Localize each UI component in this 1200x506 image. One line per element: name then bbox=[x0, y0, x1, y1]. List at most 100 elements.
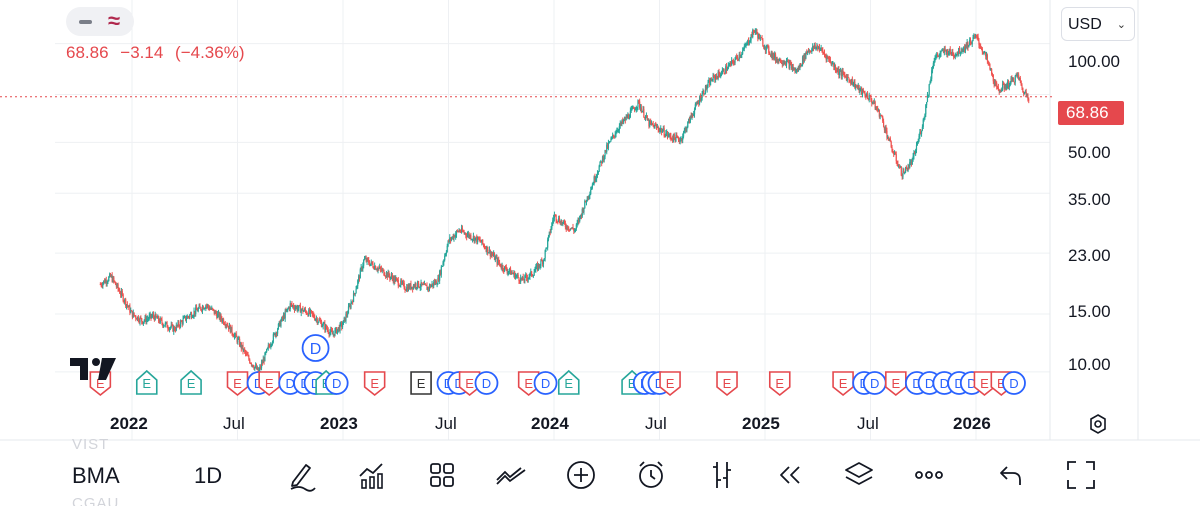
chart-type-icon[interactable] bbox=[705, 458, 739, 492]
candle-body bbox=[730, 62, 732, 65]
event-marker-label: E bbox=[465, 376, 474, 391]
candle-body bbox=[859, 88, 861, 92]
object-tree-icon[interactable] bbox=[842, 458, 876, 492]
candle-body bbox=[706, 86, 708, 90]
candle-body bbox=[563, 220, 565, 223]
candle-body bbox=[636, 106, 638, 109]
candle-body bbox=[514, 275, 517, 279]
candle-body bbox=[411, 286, 413, 289]
candle-body bbox=[631, 108, 633, 110]
earnings-event-marker: E bbox=[226, 371, 249, 397]
y-tick-label: 100.00 bbox=[1068, 52, 1120, 71]
candle-body bbox=[846, 77, 848, 81]
candle-body bbox=[487, 252, 490, 254]
candle-body bbox=[652, 124, 654, 126]
symbol-button[interactable]: BMA bbox=[72, 463, 120, 488]
earnings-event-marker: E bbox=[832, 371, 854, 397]
candle-body bbox=[228, 325, 231, 330]
candle-body bbox=[284, 310, 286, 319]
candle-body bbox=[240, 343, 242, 349]
candle-body bbox=[714, 75, 716, 80]
candle-body bbox=[561, 221, 563, 224]
candle-body bbox=[536, 264, 538, 267]
replay-icon[interactable] bbox=[773, 458, 807, 492]
more-icon[interactable] bbox=[912, 458, 946, 492]
candle-body bbox=[986, 55, 988, 61]
candle-body bbox=[732, 60, 734, 63]
interval-button[interactable]: 1D bbox=[194, 463, 223, 488]
x-tick-label: Jul bbox=[223, 414, 245, 433]
candle-body bbox=[807, 51, 810, 53]
candle-body bbox=[298, 305, 301, 307]
candle-body bbox=[242, 344, 244, 351]
candle-body bbox=[260, 366, 262, 368]
add-symbol-icon[interactable] bbox=[564, 458, 598, 492]
compare-icon[interactable] bbox=[494, 458, 528, 492]
watchlist-prev-symbol[interactable]: VIST bbox=[72, 436, 110, 453]
candle-body bbox=[245, 353, 247, 355]
candle-body bbox=[612, 135, 615, 137]
candle-body bbox=[793, 67, 795, 71]
candle-body bbox=[534, 270, 536, 273]
candle-body bbox=[704, 85, 707, 94]
candle-body bbox=[936, 54, 939, 56]
watchlist-next-symbol[interactable]: CGAU bbox=[72, 495, 120, 506]
candle-body bbox=[146, 318, 148, 323]
candle-body bbox=[720, 74, 722, 77]
currency-select[interactable]: USD ⌄ bbox=[1061, 7, 1135, 41]
candle-body bbox=[629, 110, 631, 118]
candle-body bbox=[834, 65, 836, 67]
candle-body bbox=[365, 258, 367, 262]
candle-body bbox=[384, 275, 386, 277]
y-tick-label: 23.00 bbox=[1068, 246, 1111, 265]
candle-body bbox=[920, 130, 923, 134]
candle-body bbox=[942, 49, 944, 51]
event-marker-label: E bbox=[96, 376, 105, 391]
chart-settings-icon[interactable] bbox=[1087, 413, 1109, 435]
alert-icon[interactable] bbox=[634, 458, 668, 492]
candle-body bbox=[774, 54, 777, 61]
candle-body bbox=[682, 136, 684, 141]
candle-body bbox=[802, 57, 805, 62]
undo-icon[interactable] bbox=[995, 458, 1029, 492]
candle-body bbox=[190, 313, 193, 318]
candle-body bbox=[353, 293, 355, 295]
candle-body bbox=[731, 60, 734, 62]
candle-body bbox=[922, 119, 924, 127]
layouts-icon[interactable] bbox=[425, 458, 459, 492]
candle-body bbox=[555, 214, 557, 221]
candle-body bbox=[648, 119, 650, 127]
candle-body bbox=[320, 320, 322, 322]
candle-body bbox=[785, 60, 788, 66]
bottom-toolbar: VIST BMA CGAU 1D bbox=[0, 436, 1200, 506]
event-marker-label: D bbox=[332, 376, 341, 391]
candle-body bbox=[618, 125, 621, 130]
candle-body bbox=[468, 233, 470, 238]
candle-body bbox=[964, 46, 966, 51]
drawing-tools-icon[interactable] bbox=[285, 458, 319, 492]
candle-body bbox=[524, 275, 526, 281]
candle-body bbox=[201, 306, 204, 311]
candle-body bbox=[614, 134, 616, 137]
candle-body bbox=[311, 311, 313, 314]
candle-body bbox=[379, 267, 382, 269]
candle-body bbox=[516, 274, 518, 276]
legend-toggle[interactable]: ≈ bbox=[66, 7, 134, 36]
candle-body bbox=[997, 87, 999, 90]
candle-body bbox=[650, 120, 652, 124]
candle-body bbox=[472, 236, 474, 240]
candle-body bbox=[758, 34, 760, 39]
candle-body bbox=[552, 218, 555, 221]
candle-body bbox=[266, 347, 269, 350]
candle-body bbox=[569, 229, 571, 231]
candle-body bbox=[897, 163, 899, 167]
candle-body bbox=[850, 80, 852, 84]
indicators-icon[interactable] bbox=[356, 458, 390, 492]
candle-body bbox=[118, 288, 120, 291]
candle-body bbox=[948, 48, 951, 54]
candle-body bbox=[218, 312, 220, 319]
candle-body bbox=[217, 313, 219, 318]
fullscreen-icon[interactable] bbox=[1064, 458, 1098, 492]
candle-body bbox=[159, 318, 161, 323]
